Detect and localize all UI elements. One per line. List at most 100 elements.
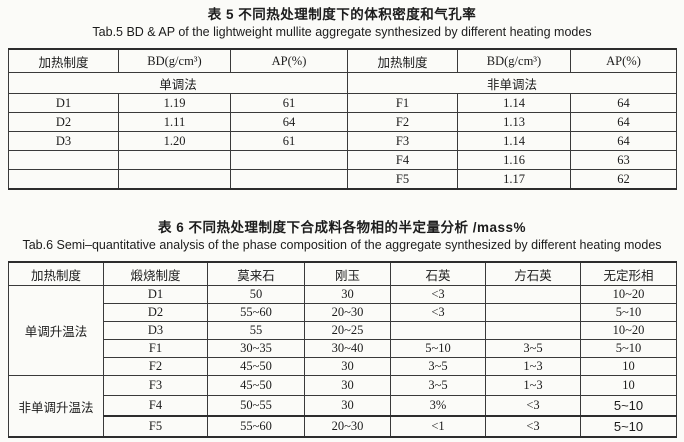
table6-cell: 30 [304, 357, 391, 376]
table6-cell: 30 [304, 285, 391, 304]
table5-row: D3 1.20 61 F3 1.14 64 [8, 131, 677, 151]
table5-cell [230, 169, 348, 190]
table6-row: D2 55~60 20~30 <3 5~10 [9, 303, 677, 322]
table6-cell: 1~3 [485, 357, 581, 376]
table5-cell: 64 [570, 93, 677, 113]
table6-header-cell: 莫来石 [207, 261, 305, 286]
table6-row: F2 45~50 30 3~5 1~3 10 [9, 357, 677, 376]
table6-cell: 30~40 [304, 339, 391, 358]
table6-cell: 55~60 [207, 303, 305, 322]
table5-header-cell: 加热制度 [347, 48, 458, 73]
table5-cell: F4 [347, 150, 458, 170]
table6-cell: 30 [304, 395, 391, 417]
table6-cell: 10 [580, 357, 677, 376]
table5-header-cell: AP(%) [570, 48, 677, 73]
table6-cell: 5~10 [390, 339, 486, 358]
table5-cell: 63 [570, 150, 677, 170]
table6-header-cell: 无定形相 [580, 261, 677, 286]
table6-cell [485, 321, 581, 340]
table6-cell: 20~25 [304, 321, 391, 340]
table5-cell: 1.16 [457, 150, 571, 170]
table6-row: 非单调升温法 F3 45~50 30 3~5 1~3 10 [8, 375, 677, 438]
table6-header-cell: 石英 [390, 261, 486, 286]
table5-cell: D2 [8, 112, 119, 132]
table5-cell: F1 [347, 93, 458, 113]
table5-group-right: 非单调法 [347, 72, 677, 94]
table5-cell: 1.14 [457, 93, 571, 113]
table6-cell [485, 285, 581, 304]
table6-cell: F3 [103, 375, 208, 396]
table6-group-monotonic: 单调升温法 [8, 285, 104, 376]
table6-cell: 5~10 [580, 395, 677, 417]
table5-cell: 1.13 [457, 112, 571, 132]
table5-cell: F3 [347, 131, 458, 151]
table6-cell [485, 303, 581, 322]
table6-cell: 50~55 [207, 395, 305, 417]
table6-row: D3 55 20~25 10~20 [9, 321, 677, 340]
table6-cell: 55 [207, 321, 305, 340]
table5-cell: F5 [347, 169, 458, 190]
table6-cell: 3~5 [485, 339, 581, 358]
table6-cell: 50 [207, 285, 305, 304]
table5-cell [118, 169, 231, 190]
table5-row: F5 1.17 62 [8, 169, 677, 190]
table6-cell: <1 [390, 415, 486, 438]
table5-header-row: 加热制度 BD(g/cm³) AP(%) 加热制度 BD(g/cm³) AP(%… [8, 48, 677, 73]
table5-cell: 64 [230, 112, 348, 132]
table6: 加热制度 煅烧制度 莫来石 刚玉 石英 方石英 无定形相 单调升温法 D1 50… [8, 261, 677, 438]
table6-cell: 3% [390, 395, 486, 417]
table6-row: F4 50~55 30 3% <3 5~10 [9, 395, 677, 417]
table6-cell: F4 [103, 395, 208, 417]
table5-row: D1 1.19 61 F1 1.14 64 [8, 93, 677, 113]
table5-title-zh: 表 5 不同热处理制度下的体积密度和气孔率 [207, 7, 477, 22]
table6-cell: 10~20 [580, 321, 677, 340]
table5-header-cell: BD(g/cm³) [118, 48, 231, 73]
table6-cell: <3 [390, 285, 486, 304]
table5-group-row: 单调法 非单调法 [8, 72, 677, 94]
table5-cell: F2 [347, 112, 458, 132]
table5-cell [230, 150, 348, 170]
table6-cell: 45~50 [207, 357, 305, 376]
table6-cell: D3 [103, 321, 208, 340]
table5-cell: 64 [570, 131, 677, 151]
table5-cell: 1.17 [457, 169, 571, 190]
table6-cell: 20~30 [304, 415, 391, 438]
table6-cell: <3 [390, 303, 486, 322]
table5-header-cell: AP(%) [230, 48, 348, 73]
table6-cell: F2 [103, 357, 208, 376]
table5-cell [8, 169, 119, 190]
table5-cell [118, 150, 231, 170]
table6-header-cell: 煅烧制度 [103, 261, 208, 286]
table6-cell: 55~60 [207, 415, 305, 438]
table5-header-cell: BD(g/cm³) [457, 48, 571, 73]
table6-header-cell: 方石英 [485, 261, 581, 286]
table6-row: F1 30~35 30~40 5~10 3~5 5~10 [9, 339, 677, 358]
table5-cell [8, 150, 119, 170]
table6-title-zh: 表 6 不同热处理制度下合成料各物相的半定量分析 /mass% [157, 220, 527, 235]
table5-cell: 1.20 [118, 131, 231, 151]
table6-cell: 1~3 [485, 375, 581, 396]
table5-cell: D3 [8, 131, 119, 151]
table6-cell: F1 [103, 339, 208, 358]
table5-cell: 1.19 [118, 93, 231, 113]
table6-cell: 5~10 [580, 339, 677, 358]
table5-cell: 64 [570, 112, 677, 132]
table6-cell: <3 [485, 395, 581, 417]
table6-cell: 30 [304, 375, 391, 396]
table5-cell: 1.14 [457, 131, 571, 151]
table6-cell: F5 [103, 415, 208, 438]
table5-header-cell: 加热制度 [8, 48, 119, 73]
table5-row: D2 1.11 64 F2 1.13 64 [8, 112, 677, 132]
table6-cell: D2 [103, 303, 208, 322]
table5-row: F4 1.16 63 [8, 150, 677, 170]
table6-cell: 3~5 [390, 357, 486, 376]
table6-group-nonmonotonic: 非单调升温法 [8, 375, 104, 438]
table6-cell: 3~5 [390, 375, 486, 396]
table6-cell [390, 321, 486, 340]
table6-header-cell: 加热制度 [8, 261, 104, 286]
table6-header-row: 加热制度 煅烧制度 莫来石 刚玉 石英 方石英 无定形相 [8, 261, 677, 286]
table6-cell: 5~10 [580, 415, 677, 438]
table6-cell: 5~10 [580, 303, 677, 322]
document-page: 表 5 不同热处理制度下的体积密度和气孔率 Tab.5 BD & AP of t… [0, 6, 684, 442]
table5-title-en: Tab.5 BD & AP of the lightweight mullite… [92, 25, 592, 39]
